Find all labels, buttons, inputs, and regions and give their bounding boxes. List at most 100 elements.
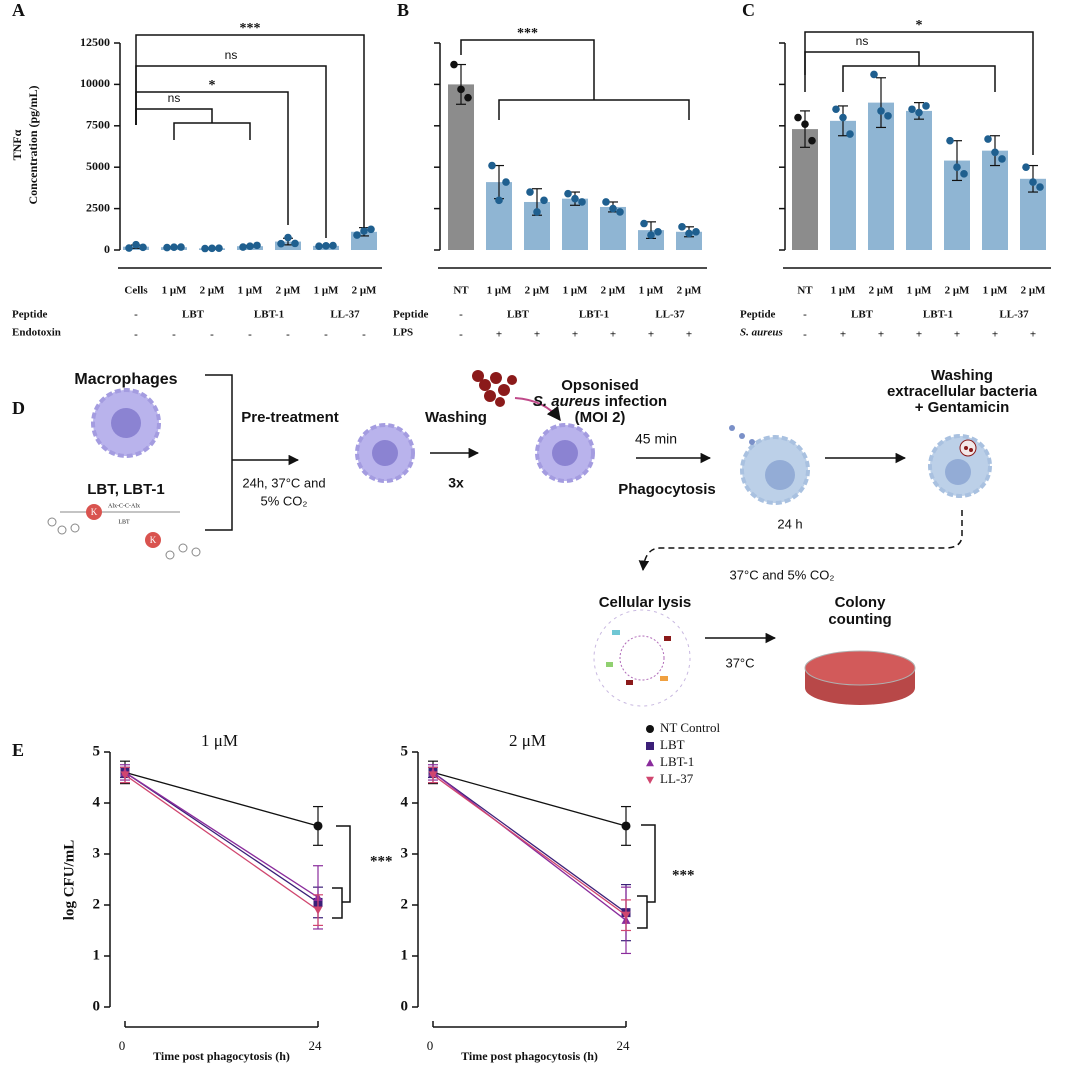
- data-point: [946, 136, 954, 145]
- panel-label: C: [742, 0, 755, 20]
- data-point: [908, 105, 916, 114]
- row-cell: -: [459, 309, 463, 321]
- x-axis-label: Time post phagocytosis (h): [153, 1049, 290, 1063]
- x-tick-label: 1 μM: [487, 285, 512, 297]
- x-tick-label: Cells: [124, 285, 148, 297]
- panel-label: A: [12, 0, 25, 20]
- legend-label: NT Control: [660, 720, 720, 735]
- row-cell: LL-37: [330, 309, 360, 321]
- data-point: [654, 227, 662, 236]
- arrow: [638, 510, 963, 572]
- step-label: Washing: [931, 367, 993, 384]
- data-point: [953, 163, 961, 171]
- data-point: [253, 241, 261, 250]
- step-label: Cellular lysis: [599, 594, 692, 611]
- data-point: [526, 188, 534, 196]
- y-tick-label: 0: [93, 998, 101, 1014]
- line-marker: [313, 906, 323, 915]
- row-cell: +: [992, 329, 998, 341]
- data-point: [678, 223, 686, 231]
- step-label: Opsonised: [561, 377, 639, 394]
- nucleus: [111, 408, 141, 438]
- significance-label: ***: [517, 26, 538, 41]
- data-point: [998, 155, 1006, 163]
- row-cell: LL-37: [655, 309, 685, 321]
- line-marker: [646, 742, 654, 750]
- x-tick-label: 1 μM: [831, 285, 856, 297]
- line-marker: [428, 771, 438, 780]
- step-word: infection: [600, 393, 667, 410]
- y-tick-label: 1: [401, 947, 409, 963]
- data-point: [801, 120, 809, 128]
- row-cell: +: [496, 329, 502, 341]
- series-line: [124, 771, 319, 903]
- data-point: [609, 204, 617, 213]
- data-point: [846, 130, 854, 138]
- significance-bracket: [460, 39, 690, 120]
- row-cell: +: [648, 329, 654, 341]
- step-label: 37°C: [725, 655, 754, 670]
- molecule-label: LBT: [118, 519, 130, 525]
- bar: [830, 120, 856, 250]
- data-point: [457, 85, 465, 94]
- row-cell: LBT-1: [923, 309, 953, 321]
- x-tick-label: 1 μM: [238, 285, 263, 297]
- data-point: [602, 198, 610, 206]
- line-marker: [646, 725, 654, 733]
- x-tick-label: 2 μM: [869, 285, 894, 297]
- legend-label: LBT-1: [660, 754, 694, 769]
- series-line: [432, 774, 627, 916]
- diagram: D Macrophages LBT, LBT-1 K K Alx-C-C-Alx…: [12, 367, 1038, 707]
- legend-label: LBT: [660, 737, 685, 752]
- significance-label: ns: [856, 34, 869, 48]
- y-tick-label: 3: [401, 845, 409, 861]
- data-point: [1029, 178, 1037, 186]
- row-cell: -: [324, 329, 328, 341]
- data-point: [132, 240, 140, 249]
- row-cell: -: [134, 329, 138, 341]
- row-cell: +: [954, 329, 960, 341]
- chart-title: 2 μM: [509, 731, 546, 750]
- data-point: [215, 244, 223, 252]
- panel-label: E: [12, 740, 24, 760]
- data-point: [201, 244, 209, 253]
- data-point: [808, 136, 816, 145]
- data-point: [284, 233, 292, 242]
- data-point: [578, 198, 586, 206]
- x-tick-label: 1 μM: [314, 285, 339, 297]
- series-line: [432, 771, 627, 914]
- row-label: S. aureus: [740, 327, 783, 339]
- data-point: [540, 196, 548, 205]
- y-tick-label: 10000: [80, 76, 110, 90]
- data-point: [870, 70, 878, 79]
- data-point: [315, 242, 323, 250]
- x-tick-label: 2 μM: [525, 285, 550, 297]
- row-label: Endotoxin: [12, 327, 61, 339]
- row-cell: +: [534, 329, 540, 341]
- data-point: [839, 113, 847, 122]
- legend-label: LL-37: [660, 771, 694, 786]
- y-tick-label: 1: [93, 947, 101, 963]
- step-label: (MOI 2): [575, 409, 626, 426]
- nucleus: [945, 459, 971, 485]
- line-marker: [120, 771, 130, 780]
- x-axis-label: Time post phagocytosis (h): [461, 1049, 598, 1063]
- significance-label: ***: [672, 867, 695, 883]
- x-tick-label: 1 μM: [983, 285, 1008, 297]
- step-label: Pre-treatment: [241, 409, 339, 426]
- data-point: [960, 170, 968, 178]
- step-label: extracellular bacteria: [887, 383, 1038, 400]
- x-tick-label: 2 μM: [200, 285, 225, 297]
- data-point: [922, 102, 930, 110]
- step-label: + Gentamicin: [915, 399, 1010, 416]
- arrow: [514, 397, 561, 422]
- row-cell: +: [1030, 329, 1036, 341]
- data-point: [139, 243, 147, 252]
- residue-label: K: [150, 535, 157, 545]
- significance-label: ns: [225, 48, 238, 62]
- bar: [562, 198, 588, 250]
- data-point: [1022, 163, 1030, 171]
- x-tick-label: 0: [427, 1038, 434, 1053]
- lysate: [593, 609, 691, 707]
